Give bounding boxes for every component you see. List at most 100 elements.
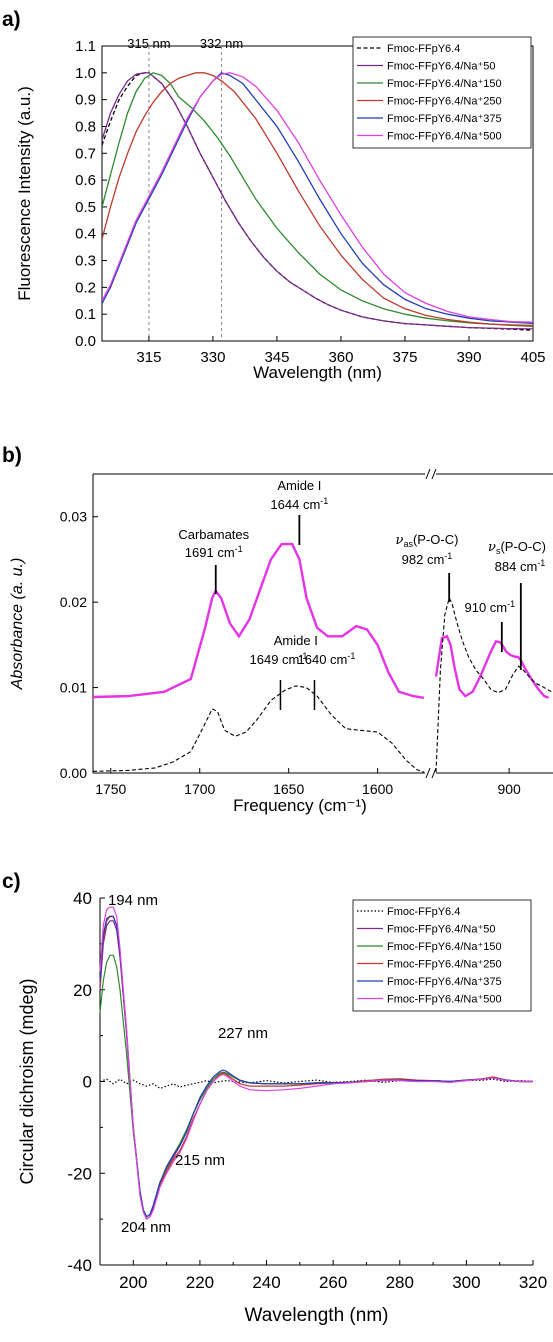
y-tick-label: 0.03 <box>60 509 87 525</box>
legend-label: Fmoc-FFpY6.4/Na⁺150 <box>387 941 502 953</box>
y-tick-label: -40 <box>67 1256 92 1275</box>
annotation-nu-s-suffix: (P-O-C) <box>500 539 546 554</box>
axis-break-mark <box>425 468 437 480</box>
x-tick-label: 330 <box>200 349 225 366</box>
annotation-1691: 1691 cm-1 <box>185 544 243 560</box>
x-tick-label: 320 <box>519 1273 547 1292</box>
x-tick-label: 220 <box>186 1273 214 1292</box>
series-line-1 <box>434 634 550 699</box>
annotation-982: 982 cm-1 <box>402 551 453 567</box>
y-tick-label: 0.8 <box>75 118 96 135</box>
series-line-2 <box>92 685 425 773</box>
panel-c-label: c) <box>2 870 21 893</box>
annotation-1649-text: 1649 cm <box>250 652 300 667</box>
legend-label: Fmoc-FFpY6.4 <box>387 43 460 55</box>
x-tick-label: 200 <box>119 1273 147 1292</box>
x-tick-label: 240 <box>252 1273 280 1292</box>
y-tick-label: 20 <box>73 981 92 1000</box>
annotation-227nm: 227 nm <box>218 1025 268 1042</box>
annotation-884: 884 cm-1 <box>495 558 546 574</box>
series-line-3 <box>435 596 552 773</box>
annotation-910-text: 910 cm <box>464 600 507 615</box>
x-tick-label: 1600 <box>362 781 393 797</box>
x-tick-label: 315 <box>136 349 161 366</box>
annotation-amide-top: Amide I <box>277 478 321 493</box>
legend-label: Fmoc-FFpY6.4/Na⁺250 <box>387 96 502 108</box>
annotation-1640-text: 1640 cm <box>298 652 348 667</box>
annotation-nu-as: νas(P-O-C) <box>396 532 459 549</box>
annotation-332nm: 332 nm <box>200 36 243 51</box>
legend-label: Fmoc-FFpY6.4/Na⁺50 <box>387 924 496 936</box>
annotation-1640: 1640 cm-1 <box>298 651 356 667</box>
y-tick-label: 0.0 <box>75 333 96 350</box>
series-line-5 <box>99 906 533 1220</box>
annotation-1691-text: 1691 cm <box>185 545 235 560</box>
series-line-3 <box>102 72 533 327</box>
annotation-910: 910 cm-1 <box>464 599 515 615</box>
chart-a: 315 nm 332 nm 315 330 345 360 375 390 405 0.0 0.1 0… <box>15 36 546 382</box>
legend-label: Fmoc-FFpY6.4/Na⁺250 <box>387 959 502 971</box>
annotation-amide-bottom: Amide I <box>274 633 318 648</box>
y-tick-label: 0.01 <box>60 680 87 696</box>
x-axis-label: Frequency (cm⁻¹) <box>233 796 367 815</box>
y-tick-label: 1.0 <box>75 65 96 82</box>
annotation-carbamates: Carbamates <box>178 527 249 542</box>
legend-label: Fmoc-FFpY6.4/Na⁺150 <box>387 78 502 90</box>
legend-label: Fmoc-FFpY6.4/Na⁺500 <box>387 131 502 143</box>
annotation-982-sup: -1 <box>444 551 452 561</box>
annotation-nu-s: νs(P-O-C) <box>488 539 546 556</box>
annotation-nu-as-nu: ν <box>396 533 404 548</box>
legend-label: Fmoc-FFpY6.4/Na⁺375 <box>387 976 502 988</box>
y-tick-label: 0.02 <box>60 594 87 610</box>
panel-b-label: b) <box>2 444 22 467</box>
y-axis-label: Circular dichroism (mdeg) <box>17 978 37 1184</box>
annotation-1691-sup: -1 <box>235 544 243 554</box>
legend-box <box>352 36 532 149</box>
x-tick-label: 390 <box>456 349 481 366</box>
x-tick-label: 405 <box>520 349 545 366</box>
legend-box <box>352 899 532 1012</box>
x-tick-label: 900 <box>497 781 521 797</box>
annotation-nu-s-sub: s <box>496 546 501 556</box>
annotation-982-text: 982 cm <box>402 552 445 567</box>
y-tick-label: 0.4 <box>75 226 96 243</box>
x-axis-label: Wavelength (nm) <box>245 1305 389 1326</box>
y-tick-label: 0.3 <box>75 253 96 270</box>
x-tick-label: 1700 <box>184 781 215 797</box>
y-tick-label: 0.9 <box>75 92 96 109</box>
x-tick-label: 300 <box>452 1273 480 1292</box>
annotation-nu-as-sub: as <box>403 539 413 549</box>
annotation-884-sup: -1 <box>537 558 545 568</box>
series-line-2 <box>102 72 533 327</box>
y-tick-label: 40 <box>73 889 92 908</box>
legend-label: Fmoc-FFpY6.4 <box>387 906 460 918</box>
x-tick-label: 360 <box>328 349 353 366</box>
series-line-0 <box>92 542 425 699</box>
panel-a-label: a) <box>2 8 21 31</box>
annotation-1644-text: 1644 cm <box>270 497 320 512</box>
annotation-315nm: 315 nm <box>127 36 170 51</box>
annotation-1640-sup: -1 <box>347 651 355 661</box>
x-tick-label: 1650 <box>273 781 304 797</box>
annotation-1649-sup: -1 <box>299 651 307 661</box>
legend-label: Fmoc-FFpY6.4/Na⁺375 <box>387 113 502 125</box>
chart-c: 200 220 240 260 280 300 320 -40 -20 0 20 40 Waveleng… <box>17 889 547 1326</box>
legend-label: Fmoc-FFpY6.4/Na⁺500 <box>387 994 502 1006</box>
y-tick-label: 0.5 <box>75 199 96 216</box>
series-line-5 <box>102 72 533 323</box>
plot-frame <box>101 45 534 342</box>
y-tick-label: 0.2 <box>75 279 96 296</box>
annotation-204nm: 204 nm <box>121 1219 171 1236</box>
y-tick-label: 1.1 <box>75 38 96 55</box>
y-tick-label: -20 <box>67 1164 92 1183</box>
y-tick-label: 0.00 <box>60 765 87 781</box>
y-tick-label: 0 <box>83 1073 92 1092</box>
y-axis-label: Absorbance (a. u.) <box>9 558 26 691</box>
series-line-1 <box>102 72 533 330</box>
y-tick-label: 0.7 <box>75 145 96 162</box>
y-axis-label: Fluorescence Intensity (a.u.) <box>15 86 34 300</box>
x-tick-label: 1750 <box>95 781 126 797</box>
x-tick-label: 345 <box>264 349 289 366</box>
annotation-215nm: 215 nm <box>175 1152 225 1169</box>
